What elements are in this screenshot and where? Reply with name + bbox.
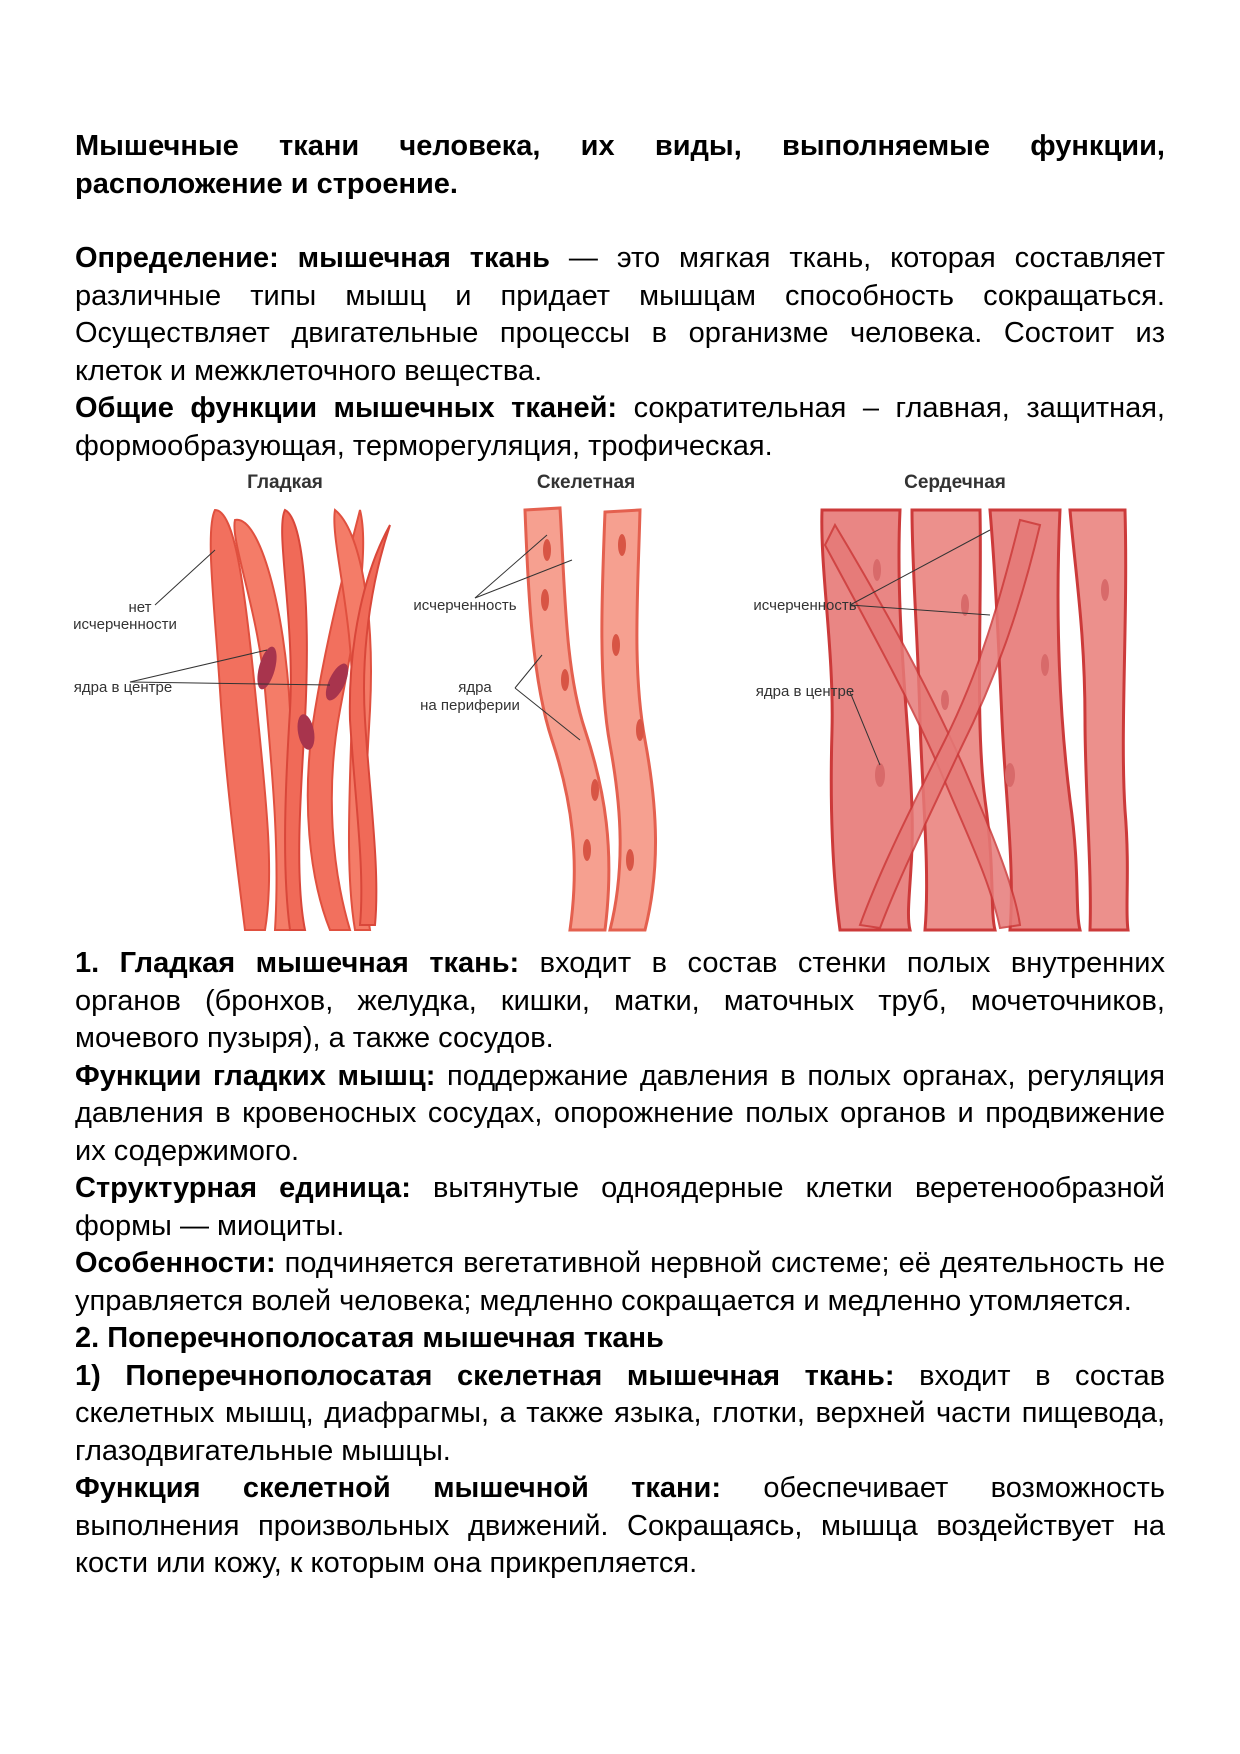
general-functions-paragraph: Общие функции мышечных тканей: сократите…	[75, 390, 1165, 465]
smooth-heading-text: входит в состав стенки полых внутренних …	[75, 947, 1166, 1054]
smooth-features-paragraph: Особенности: подчиняется вегетативной не…	[75, 1245, 1165, 1320]
cardiac-nucleus-2	[961, 594, 969, 616]
details-section: 1. Гладкая мышечная ткань: входит в сост…	[75, 945, 1165, 1583]
cardiac-fiber-4	[1068, 508, 1130, 932]
skeletal-nucleus-5	[583, 839, 591, 861]
skeletal-label: 1) Поперечнополосатая скелетная мышечная…	[75, 1359, 895, 1392]
skeletal-title: Скелетная	[537, 472, 635, 493]
skeletal-function-label: Функция скелетной мышечной ткани:	[75, 1472, 721, 1504]
smooth-unit-text: вытянутые одноядерные клетки веретенообр…	[75, 1172, 1166, 1242]
skeletal-paragraph: 1) Поперечнополосатая скелетная мышечная…	[75, 1358, 1165, 1471]
cardiac-nucleus-4	[875, 763, 885, 787]
definition-label: Определение: мышечная ткань	[75, 242, 550, 274]
cardiac-branch-2	[858, 518, 1042, 930]
smooth-label-no-striation-1: нет	[129, 599, 152, 616]
skeletal-label-nuclei-1: ядра	[458, 679, 492, 696]
cardiac-nucleus-7	[941, 690, 949, 710]
cardiac-nucleus-1	[873, 559, 881, 581]
document-title: Мышечные ткани человека, их виды, выполн…	[75, 128, 1165, 203]
skeletal-function-text: обеспечивает возможность выполнения прои…	[75, 1472, 1165, 1579]
skeletal-fiber-1	[523, 506, 611, 932]
smooth-unit-label: Структурная единица:	[75, 1172, 411, 1204]
general-functions-text: сократительная – главная, защитная, форм…	[75, 392, 1165, 462]
cardiac-nucleus-3	[1041, 654, 1049, 676]
smooth-paragraph: 1. Гладкая мышечная ткань: входит в сост…	[75, 945, 1165, 1058]
skeletal-pointer-striation-1	[474, 534, 548, 599]
smooth-pointer-nucleus-1	[129, 649, 268, 683]
smooth-unit-paragraph: Структурная единица: вытянутые одноядерн…	[75, 1170, 1165, 1245]
skeletal-fiber-2	[600, 508, 657, 932]
skeletal-nucleus-9	[626, 849, 634, 871]
cardiac-muscle-fibers	[820, 508, 1130, 932]
smooth-functions-paragraph: Функции гладких мышц: поддержание давлен…	[75, 1058, 1165, 1171]
cardiac-pointer-striation-1	[849, 529, 991, 606]
title-text: Мышечные ткани человека, их виды, выполн…	[75, 130, 1165, 200]
skeletal-label-nuclei-2: на периферии	[420, 697, 520, 714]
skeletal-label-striation: исчерченность	[413, 597, 516, 614]
muscle-tissue-illustration: Гладкая нет исчерченности ядра в центре …	[73, 472, 1130, 932]
cardiac-pointer-striation-2	[849, 604, 991, 616]
smooth-muscle-cells	[209, 508, 391, 931]
skeletal-nucleus-7	[612, 634, 620, 656]
skeletal-nucleus-1	[543, 539, 551, 561]
cardiac-nucleus-5	[1005, 763, 1015, 787]
smooth-functions-label: Функции гладких мышц:	[75, 1059, 436, 1092]
smooth-pointer-striation	[154, 549, 216, 606]
cardiac-title: Сердечная	[904, 472, 1006, 493]
general-functions-label: Общие функции мышечных тканей:	[75, 392, 618, 424]
cardiac-nucleus-6	[1101, 579, 1109, 601]
smooth-nucleus-1	[257, 646, 277, 690]
smooth-cell-2	[233, 518, 297, 931]
smooth-cell-1	[209, 508, 271, 931]
skeletal-nucleus-2	[541, 589, 549, 611]
definition-text: — это мягкая ткань, которая составляет р…	[75, 242, 1165, 387]
cardiac-label-nuclei: ядра в центре	[756, 683, 854, 700]
cardiac-branch-1	[823, 522, 1022, 930]
smooth-label-no-striation-2: исчерченности	[73, 616, 177, 633]
skeletal-nucleus-8	[636, 719, 644, 741]
skeletal-pointer-striation-2	[474, 559, 573, 599]
skeletal-muscle-fibers	[523, 506, 657, 932]
skeletal-text: входит в состав скелетных мышц, диафрагм…	[75, 1359, 1165, 1467]
smooth-nucleus-3	[297, 714, 315, 750]
smooth-heading: 1. Гладкая мышечная ткань:	[75, 947, 520, 979]
cardiac-label-striation: исчерченность	[753, 597, 856, 614]
intro-section: Определение: мышечная ткань — это мягкая…	[75, 240, 1165, 465]
smooth-features-label: Особенности:	[75, 1247, 276, 1279]
skeletal-nucleus-4	[591, 779, 599, 801]
cardiac-pointer-nucleus	[849, 691, 881, 766]
striated-heading-paragraph: 2. Поперечнополосатая мышечная ткань	[75, 1320, 1165, 1358]
skeletal-nucleus-3	[561, 669, 569, 691]
smooth-title: Гладкая	[247, 472, 323, 493]
skeletal-function-paragraph: Функция скелетной мышечной ткани: обеспе…	[75, 1470, 1165, 1583]
smooth-functions-text: поддержание давления в полых органах, ре…	[75, 1059, 1166, 1167]
smooth-nucleus-2	[325, 663, 349, 701]
skeletal-pointer-nucleus-1	[514, 654, 543, 689]
muscle-tissue-figure: Гладкая нет исчерченности ядра в центре …	[60, 470, 1170, 935]
smooth-cell-3	[281, 508, 308, 931]
smooth-features-text: подчиняется вегетативной нервной системе…	[75, 1247, 1165, 1317]
skeletal-nucleus-6	[618, 534, 626, 556]
definition-paragraph: Определение: мышечная ткань — это мягкая…	[75, 240, 1165, 390]
striated-heading: 2. Поперечнополосатая мышечная ткань	[75, 1322, 664, 1354]
smooth-cell-6	[348, 524, 391, 926]
skeletal-pointer-nucleus-2	[514, 687, 581, 741]
smooth-label-nuclei: ядра в центре	[74, 679, 172, 696]
smooth-pointer-nucleus-2	[129, 681, 331, 686]
